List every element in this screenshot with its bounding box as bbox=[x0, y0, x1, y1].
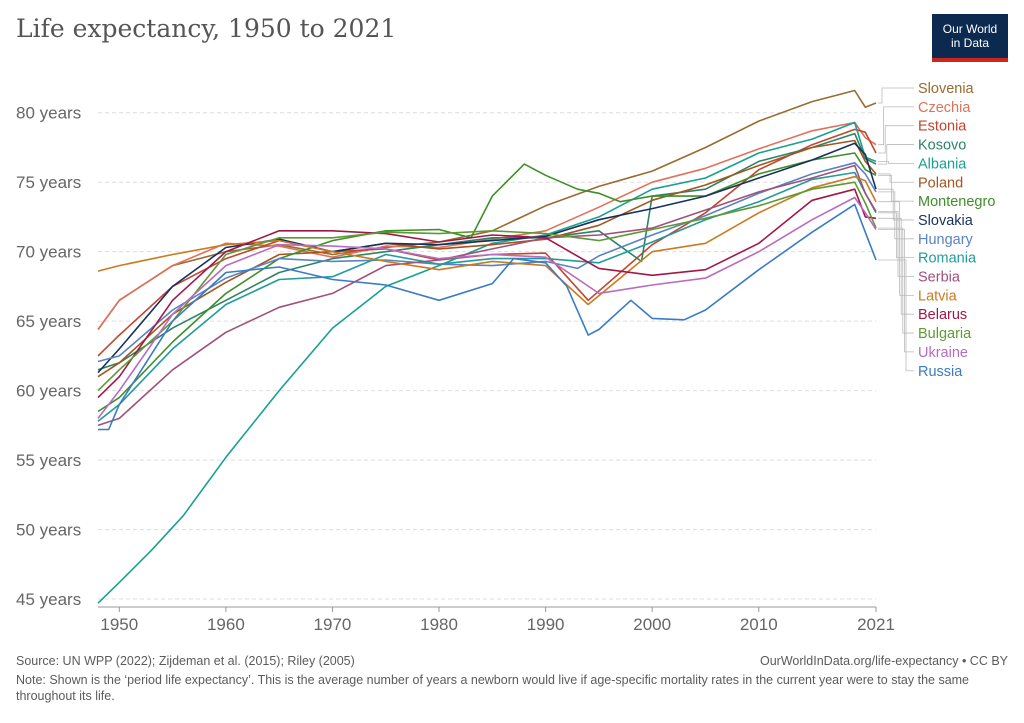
x-tick-label-2000: 2000 bbox=[633, 615, 671, 634]
x-axis-ticks: 1950 1960 1970 1980 1990 2000 2010 2021 bbox=[98, 606, 895, 634]
label-connector-slovakia bbox=[878, 188, 914, 221]
label-connector-albania bbox=[878, 161, 914, 164]
series-line-ukraine[interactable] bbox=[97, 196, 877, 419]
y-tick-label-50: 50 years bbox=[16, 521, 81, 540]
series-line-slovakia[interactable] bbox=[97, 142, 877, 374]
series-line-bulgaria[interactable] bbox=[97, 181, 877, 392]
label-connector-romania bbox=[878, 212, 914, 259]
series-labels[interactable]: Slovenia Czechia Estonia Kosovo Albania Polan… bbox=[878, 81, 995, 380]
x-tick-label-1990: 1990 bbox=[527, 615, 565, 634]
label-connector-belarus bbox=[878, 217, 914, 315]
legend-label-poland[interactable]: Poland bbox=[918, 175, 963, 191]
series-line-russia[interactable] bbox=[98, 203, 877, 431]
label-connector-russia bbox=[878, 259, 914, 372]
logo-line-1: Our World bbox=[942, 22, 998, 36]
owid-logo[interactable]: Our World in Data bbox=[932, 14, 1008, 62]
y-tick-label-70: 70 years bbox=[16, 243, 81, 262]
legend-label-czechia[interactable]: Czechia bbox=[918, 100, 971, 116]
label-connector-bulgaria bbox=[878, 227, 914, 334]
series-line-belarus[interactable] bbox=[97, 188, 877, 399]
label-connector-czechia bbox=[878, 106, 914, 146]
y-tick-label-80: 80 years bbox=[16, 104, 81, 123]
source-text: Source: UN WPP (2022); Zijdeman et al. (… bbox=[16, 654, 355, 668]
legend-label-kosovo[interactable]: Kosovo bbox=[918, 138, 966, 154]
legend-label-belarus[interactable]: Belarus bbox=[918, 307, 967, 323]
x-tick-label-1970: 1970 bbox=[314, 615, 352, 634]
x-tick-label-1950: 1950 bbox=[100, 615, 138, 634]
legend-label-slovakia[interactable]: Slovakia bbox=[918, 213, 974, 229]
legend-label-montenegro[interactable]: Montenegro bbox=[918, 194, 995, 210]
logo-line-2: in Data bbox=[950, 36, 990, 50]
label-connector-montenegro bbox=[878, 174, 914, 202]
series-line-serbia[interactable] bbox=[97, 164, 877, 427]
series-line-latvia[interactable] bbox=[97, 175, 877, 306]
label-connector-slovenia bbox=[878, 87, 914, 104]
label-connector-kosovo bbox=[878, 144, 914, 165]
series-line-montenegro[interactable] bbox=[97, 152, 877, 413]
legend-label-slovenia[interactable]: Slovenia bbox=[918, 81, 975, 97]
legend-label-romania[interactable]: Romania bbox=[918, 251, 977, 267]
legend-label-bulgaria[interactable]: Bulgaria bbox=[918, 326, 972, 342]
y-tick-label-55: 55 years bbox=[16, 451, 81, 470]
line-chart[interactable]: 45 years 50 years 55 years 60 years 65 years… bbox=[0, 0, 1024, 645]
chart-title: Life expectancy, 1950 to 2021 bbox=[16, 14, 397, 43]
series-line-romania[interactable] bbox=[97, 171, 877, 422]
series-line-albania[interactable] bbox=[97, 121, 877, 604]
legend-label-serbia[interactable]: Serbia bbox=[918, 270, 961, 286]
label-connector-poland bbox=[878, 173, 914, 183]
series-line-hungary[interactable] bbox=[97, 162, 877, 363]
label-connector-estonia bbox=[878, 125, 914, 154]
series-line-estonia[interactable] bbox=[97, 128, 877, 357]
grid-lines bbox=[98, 112, 876, 600]
y-tick-label-65: 65 years bbox=[16, 312, 81, 331]
x-tick-label-1960: 1960 bbox=[207, 615, 245, 634]
y-tick-label-75: 75 years bbox=[16, 173, 81, 192]
legend-label-estonia[interactable]: Estonia bbox=[918, 119, 967, 135]
y-tick-label-45: 45 years bbox=[16, 590, 81, 609]
note-text: Note: Shown is the ‘period life expectan… bbox=[16, 673, 970, 703]
series-line-slovenia[interactable] bbox=[97, 89, 877, 330]
y-axis-ticks: 45 years 50 years 55 years 60 years 65 years… bbox=[16, 104, 81, 609]
series-line-poland[interactable] bbox=[97, 139, 877, 378]
legend-label-latvia[interactable]: Latvia bbox=[918, 288, 958, 304]
x-tick-label-2010: 2010 bbox=[740, 615, 778, 634]
y-tick-label-60: 60 years bbox=[16, 382, 81, 401]
legend-label-hungary[interactable]: Hungary bbox=[918, 232, 974, 248]
series-lines[interactable] bbox=[97, 89, 877, 604]
source-link[interactable]: OurWorldInData.org/life-expectancy • CC … bbox=[760, 654, 1008, 668]
legend-label-albania[interactable]: Albania bbox=[918, 156, 967, 172]
label-connector-ukraine bbox=[878, 229, 914, 353]
label-connector-latvia bbox=[878, 201, 914, 296]
legend-label-ukraine[interactable]: Ukraine bbox=[918, 345, 968, 361]
x-tick-label-1980: 1980 bbox=[420, 615, 458, 634]
x-tick-label-2021: 2021 bbox=[857, 615, 895, 634]
legend-label-russia[interactable]: Russia bbox=[918, 364, 963, 380]
